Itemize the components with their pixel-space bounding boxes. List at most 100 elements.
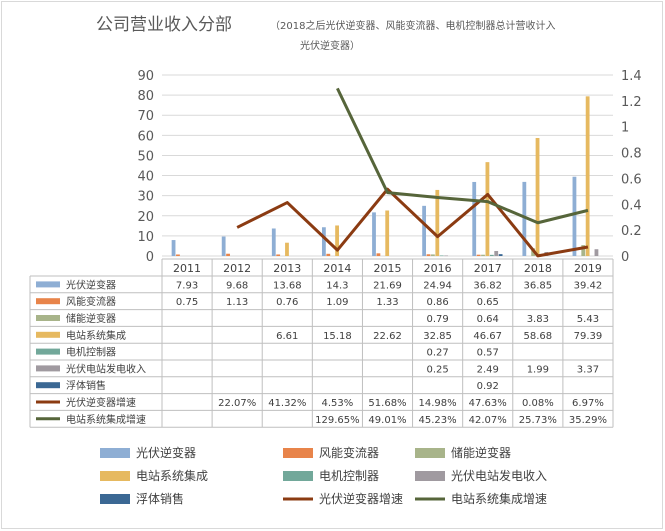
data-label: 51.68% <box>368 398 406 409</box>
data-label: 15.18 <box>323 331 352 342</box>
data-label: 42.07% <box>469 415 507 426</box>
data-label: 1.13 <box>226 297 248 308</box>
right-axis-ticks: 0 0.2 0.4 0.6 0.8 1 1.2 1.4 <box>621 69 642 265</box>
data-label: 0.65 <box>477 297 499 308</box>
data-label: 14.98% <box>419 398 457 409</box>
bar <box>489 254 494 256</box>
category-label: 2014 <box>323 262 351 275</box>
bar <box>326 253 331 256</box>
chart-title: 公司营业收入分部 <box>96 15 232 35</box>
legend-label: 光伏逆变器 <box>136 445 196 460</box>
legend-key <box>100 471 130 481</box>
bar <box>585 96 590 256</box>
table-row-label: 储能逆变器 <box>66 312 116 325</box>
table-row-label: 电站系统集成 <box>66 329 126 342</box>
data-label: 0.76 <box>276 297 298 308</box>
data-table: 2011 2012 2013 2014 2015 2016 2017 2018 2019 光伏逆变… <box>29 258 614 428</box>
right-tick-label: 0 <box>621 250 629 265</box>
category-label: 2016 <box>424 262 452 275</box>
table-legend-key <box>36 365 60 372</box>
data-label: 9.68 <box>226 280 248 291</box>
legend-label: 电站系统集成增速 <box>451 491 547 506</box>
data-label: 0.08% <box>522 398 554 409</box>
category-label: 2019 <box>574 262 602 275</box>
right-tick-label: 1.4 <box>621 69 642 84</box>
legend-key <box>283 471 313 481</box>
data-label: 1.99 <box>527 364 549 375</box>
legend-label: 储能逆变器 <box>451 445 511 460</box>
bar <box>535 137 540 256</box>
data-label: 58.68 <box>524 331 553 342</box>
left-tick-label: 80 <box>137 89 154 104</box>
legend-label: 光伏逆变器增速 <box>319 491 403 506</box>
category-label: 2011 <box>173 262 201 275</box>
data-label: 79.39 <box>574 331 603 342</box>
category-label: 2012 <box>223 262 251 275</box>
data-label: 3.83 <box>527 314 549 325</box>
category-label: 2013 <box>273 262 301 275</box>
bar <box>581 245 586 256</box>
bar <box>271 228 276 256</box>
table-row-label: 光伏电站发电收入 <box>66 362 146 375</box>
bar <box>376 253 381 256</box>
table-legend-key <box>36 315 60 321</box>
bar <box>498 254 503 256</box>
bar <box>176 254 180 256</box>
table-legend-key <box>36 298 60 305</box>
category-label: 2018 <box>524 262 552 275</box>
bar <box>285 242 289 256</box>
data-label: 24.94 <box>423 280 452 291</box>
data-label: 5.43 <box>577 314 599 325</box>
bar <box>276 254 281 256</box>
left-tick-label: 90 <box>137 69 154 84</box>
data-label: 0.27 <box>426 348 448 359</box>
bar <box>335 225 339 256</box>
table-legend-key <box>36 281 60 288</box>
data-label: 0.25 <box>426 364 448 375</box>
data-label: 46.67 <box>473 331 502 342</box>
bar <box>422 205 427 256</box>
data-label: 4.53% <box>321 398 353 409</box>
data-label: 2.49 <box>477 364 499 375</box>
left-tick-label: 60 <box>137 129 154 144</box>
left-tick-label: 10 <box>137 230 154 245</box>
bar <box>476 254 481 256</box>
data-label: 41.32% <box>268 398 306 409</box>
legend-label: 电机控制器 <box>319 469 379 483</box>
data-label: 47.63% <box>469 398 507 409</box>
category-label: 2015 <box>374 262 402 275</box>
table-legend-key <box>36 331 60 338</box>
data-label: 39.42 <box>574 280 603 291</box>
legend-key <box>415 471 445 481</box>
bar <box>221 236 226 256</box>
right-tick-label: 1 <box>621 121 629 136</box>
right-tick-label: 0.4 <box>621 198 642 213</box>
data-label: 0.57 <box>477 348 499 359</box>
data-label: 32.85 <box>423 331 452 342</box>
table-legend-key <box>36 348 60 355</box>
left-tick-label: 20 <box>137 210 154 225</box>
data-label: 0.92 <box>477 381 499 392</box>
bar <box>444 255 449 257</box>
line-series <box>236 87 589 258</box>
legend-key <box>283 448 313 458</box>
data-label: 25.73% <box>519 415 557 426</box>
data-label: 36.85 <box>524 280 553 291</box>
bar <box>385 210 390 256</box>
data-label: 22.07% <box>218 398 256 409</box>
bar <box>171 240 176 256</box>
bar <box>522 181 527 256</box>
category-label: 2017 <box>474 262 502 275</box>
data-label: 13.68 <box>273 280 302 291</box>
bar <box>481 254 485 256</box>
data-label: 0.79 <box>426 314 448 325</box>
chart-subtitle-line2: 光伏逆变器） <box>300 41 360 52</box>
left-tick-label: 0 <box>146 250 154 265</box>
data-label: 1.33 <box>376 297 398 308</box>
legend-label: 光伏电站发电收入 <box>451 468 547 483</box>
table-legend-key <box>36 382 60 389</box>
legend-label: 浮体销售 <box>136 491 184 506</box>
right-tick-label: 0.8 <box>621 147 642 162</box>
